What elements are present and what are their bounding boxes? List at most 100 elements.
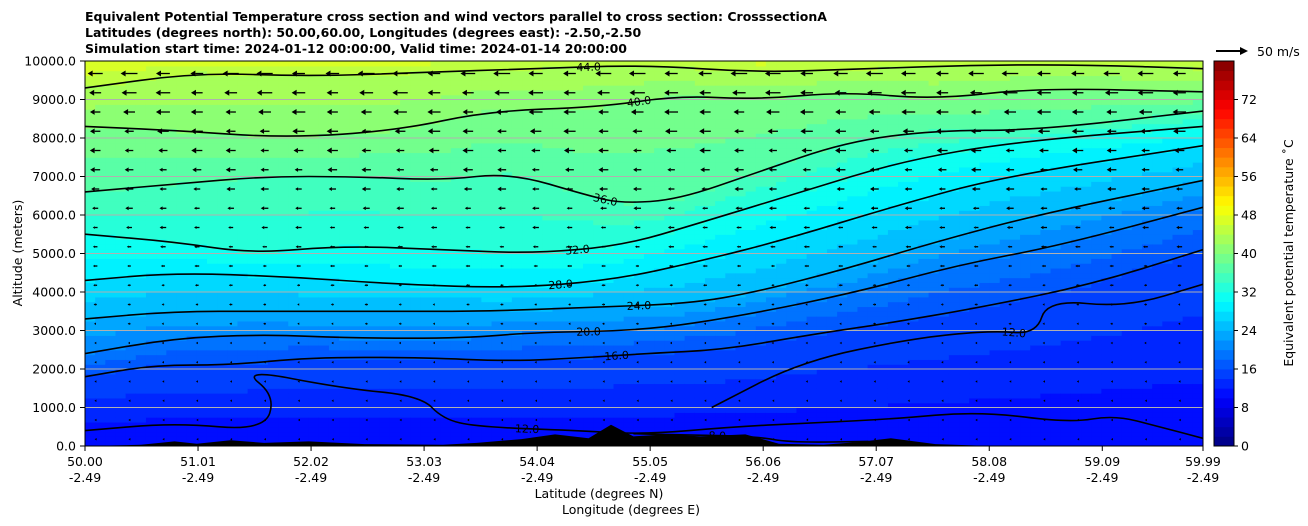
field-cell <box>95 176 106 182</box>
field-cell <box>369 431 381 437</box>
field-cell <box>85 431 96 437</box>
field-cell <box>125 325 137 332</box>
field-cell <box>389 166 401 173</box>
field-cell <box>217 104 228 110</box>
field-cell <box>715 426 726 433</box>
field-cell <box>206 224 218 231</box>
field-cell <box>583 176 594 182</box>
field-cell <box>532 364 543 370</box>
field-cell <box>247 152 259 158</box>
field-cell <box>186 349 198 356</box>
field-cell <box>278 364 289 370</box>
field-cell <box>410 142 421 149</box>
field-cell <box>623 407 635 413</box>
field-cell <box>247 325 259 332</box>
field-cell <box>684 224 696 231</box>
field-cell <box>430 296 442 303</box>
field-cell <box>593 258 604 264</box>
field-cell <box>85 282 96 288</box>
field-cell <box>471 70 482 77</box>
field-cell <box>95 152 106 158</box>
field-cell <box>542 219 554 226</box>
field-cell <box>95 320 106 327</box>
field-cell <box>430 61 442 67</box>
field-cell <box>481 296 493 303</box>
field-cell <box>379 397 391 404</box>
field-cell <box>308 200 320 206</box>
field-cell <box>288 166 300 173</box>
field-cell <box>339 61 350 67</box>
field-cell <box>501 373 513 380</box>
field-cell <box>704 234 716 240</box>
field-cell <box>552 272 564 279</box>
field-cell <box>85 166 96 173</box>
field-cell <box>308 306 320 312</box>
field-cell <box>440 80 452 86</box>
field-cell <box>623 340 635 346</box>
field-cell <box>623 388 635 394</box>
field-cell <box>583 364 594 370</box>
field-cell <box>430 239 442 245</box>
field-cell <box>359 330 371 336</box>
field-cell <box>135 113 147 120</box>
field-cell <box>339 325 350 332</box>
field-cell <box>440 243 452 250</box>
field-cell <box>369 272 381 279</box>
field-cell <box>461 397 472 404</box>
field-cell <box>583 152 594 158</box>
field-cell <box>481 123 493 129</box>
field-cell <box>176 243 188 250</box>
field-cell <box>440 267 452 274</box>
field-cell <box>237 61 249 67</box>
field-cell <box>522 258 533 264</box>
field-cell <box>237 402 249 409</box>
field-cell <box>349 171 361 178</box>
field-cell <box>674 128 686 134</box>
field-cell <box>267 205 279 211</box>
field-cell <box>501 205 513 211</box>
field-cell <box>613 118 625 125</box>
field-cell <box>328 118 340 125</box>
field-cell <box>562 306 574 312</box>
field-cell <box>684 325 696 332</box>
field-cell <box>206 287 218 293</box>
field-cell <box>125 157 137 163</box>
field-cell <box>400 65 411 72</box>
field-cell <box>501 282 513 288</box>
field-cell <box>613 195 625 202</box>
field-cell <box>501 369 513 375</box>
field-cell <box>491 190 503 197</box>
field-cell <box>410 292 421 298</box>
field-cell <box>339 436 350 442</box>
field-cell <box>328 287 340 293</box>
field-cell <box>339 388 350 394</box>
field-cell <box>644 330 655 336</box>
field-cell <box>389 229 401 235</box>
field-cell <box>410 364 421 370</box>
field-cell <box>166 412 178 418</box>
field-cell <box>328 378 340 385</box>
field-cell <box>623 61 635 67</box>
field-cell <box>440 364 452 370</box>
field-cell <box>694 190 706 197</box>
field-cell <box>206 162 218 168</box>
field-cell <box>206 296 218 303</box>
field-cell <box>105 373 117 380</box>
field-cell <box>369 85 381 91</box>
field-cell <box>206 383 218 389</box>
field-cell <box>196 65 208 72</box>
field-cell <box>105 61 117 67</box>
field-cell <box>359 397 371 404</box>
field-cell <box>257 94 269 101</box>
field-cell <box>237 354 249 360</box>
field-cell <box>572 359 584 365</box>
field-cell <box>572 190 584 197</box>
field-cell <box>664 393 676 399</box>
field-cell <box>623 412 635 418</box>
field-cell <box>704 99 716 105</box>
field-cell <box>339 421 350 428</box>
field-cell <box>267 282 279 288</box>
field-cell <box>105 123 117 129</box>
field-cell <box>583 320 594 327</box>
field-cell <box>267 239 279 245</box>
